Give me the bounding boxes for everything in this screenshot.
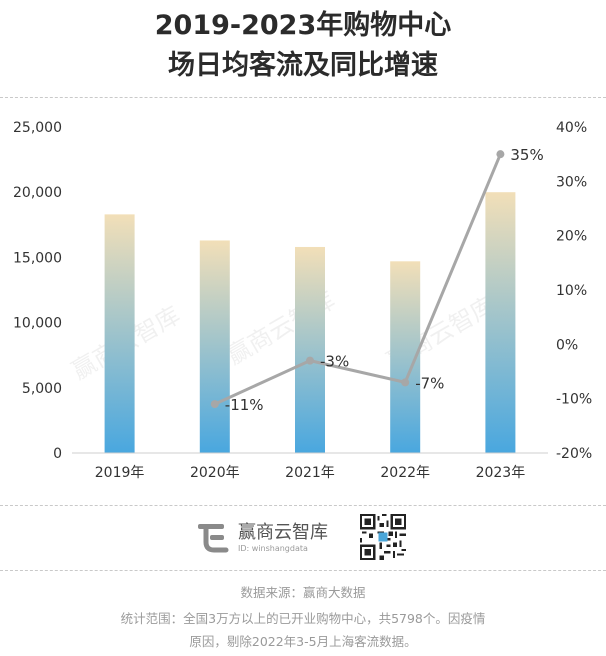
brand-id: ID: winshangdata xyxy=(238,544,308,553)
brand-name: 赢商云智库 xyxy=(238,522,328,543)
bar-2023年 xyxy=(485,192,516,453)
chart-title: 2019-2023年购物中心 场日均客流及同比增速 xyxy=(0,6,606,86)
bar-2021年 xyxy=(295,246,325,453)
x-tick-label: 2021年 xyxy=(285,465,335,481)
left-tick-label: 20,000 xyxy=(13,185,62,201)
left-y-axis: 0 5,000 10,000 15,000 20,000 25,000 xyxy=(13,120,62,462)
x-tick-label: 2020年 xyxy=(190,465,240,481)
bar-series xyxy=(104,192,516,453)
data-source: 数据来源：赢商大数据 xyxy=(240,585,366,600)
growth-point xyxy=(496,150,505,159)
x-tick-label: 2022年 xyxy=(380,465,430,481)
left-tick-label: 25,000 xyxy=(13,120,62,136)
top-divider xyxy=(0,97,606,98)
right-tick-label: 0% xyxy=(556,337,578,353)
middle-divider xyxy=(0,505,606,506)
right-tick-label: 10% xyxy=(556,283,587,299)
scope-note-line-1: 统计范围：全国3万方以上的已开业购物中心，共5798个。因疫情 xyxy=(120,611,486,626)
growth-point xyxy=(306,356,314,365)
growth-data-label: -7% xyxy=(415,374,444,392)
brand-block: 赢商云智库 ID: winshangdata xyxy=(196,516,426,564)
winshang-logo-icon xyxy=(198,524,229,553)
right-tick-label: 40% xyxy=(556,120,587,136)
growth-data-label: -11% xyxy=(225,396,264,414)
left-tick-label: 15,000 xyxy=(13,250,62,266)
combo-chart: 赢商云智库赢商云智库赢商云智库 05,00010,00015,00020,000… xyxy=(13,120,592,481)
title-line-1: 2019-2023年购物中心 xyxy=(154,10,452,41)
right-tick-label: -10% xyxy=(556,392,592,408)
growth-line xyxy=(214,153,502,406)
growth-data-label: 35% xyxy=(510,146,543,164)
bottom-divider xyxy=(0,570,606,571)
right-tick-label: 20% xyxy=(556,229,587,245)
left-tick-label: 5,000 xyxy=(22,381,62,397)
left-tick-label: 10,000 xyxy=(13,316,62,332)
right-y-axis: -20% -10% 0% 10% 20% 30% 40% xyxy=(556,120,592,462)
bar-2019年 xyxy=(104,214,135,453)
x-tick-label: 2023年 xyxy=(476,465,526,481)
growth-point xyxy=(401,378,410,387)
right-tick-label: 30% xyxy=(556,174,587,190)
x-axis-labels: 2019年 2020年 2021年 2022年 2023年 xyxy=(95,465,525,481)
growth-data-label: -3% xyxy=(320,353,349,371)
scope-note-line-2: 原因，剔除2022年3-5月上海客流数据。 xyxy=(189,634,417,649)
left-tick-label: 0 xyxy=(53,446,62,462)
qr-code-icon xyxy=(360,514,406,560)
growth-point xyxy=(210,400,219,409)
title-line-2: 场日均客流及同比增速 xyxy=(168,50,438,81)
right-tick-label: -20% xyxy=(556,446,592,462)
x-tick-label: 2019年 xyxy=(95,465,145,481)
growth-line-series: -11% -3% -7% 35% xyxy=(210,146,544,414)
bar-2020年 xyxy=(199,240,230,453)
